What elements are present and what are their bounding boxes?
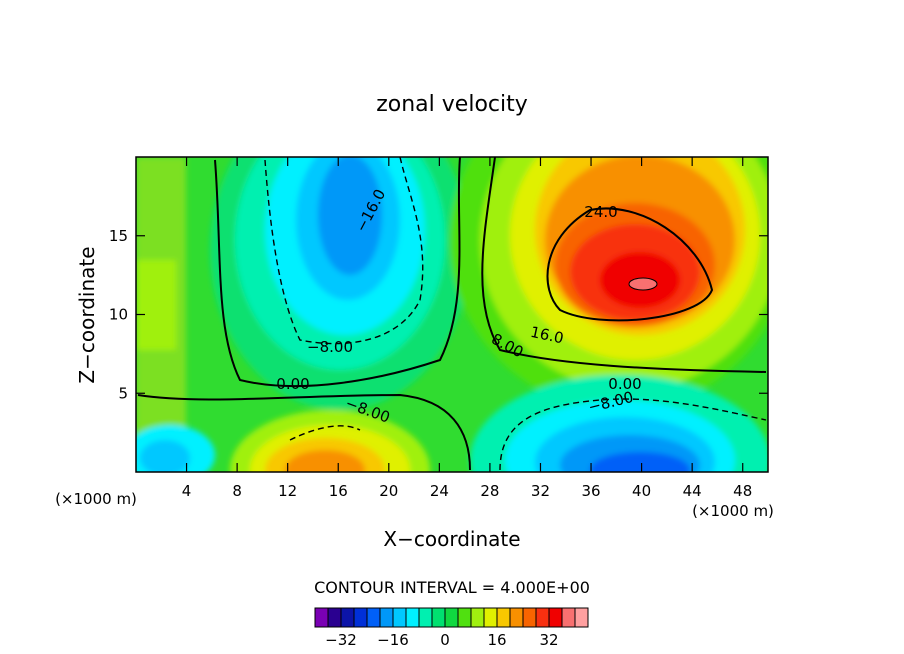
contour-label-0: 0.00: [276, 375, 309, 393]
colorbar: −32 −16 0 16 32: [314, 607, 589, 649]
colorbar-swatch: [366, 607, 381, 628]
colorbar-tick-label: −32: [325, 631, 357, 649]
colorbar-swatch: [457, 607, 472, 628]
contour-label-neg8: −8.00: [307, 338, 353, 356]
colorbar-swatch: [496, 607, 511, 628]
x-tick-label: 48: [733, 482, 752, 500]
y-tick-label: 5: [118, 384, 128, 402]
colorbar-swatch: [444, 607, 459, 628]
colorbar-swatch: [574, 607, 589, 628]
colorbar-swatch: [392, 607, 407, 628]
colorbar-swatch: [431, 607, 446, 628]
x-axis: 4 8 12 16 20 24 28 32 36 40 44 48: [182, 157, 752, 500]
colorbar-swatch: [535, 607, 550, 628]
x-tick-label: 28: [480, 482, 499, 500]
x-tick-label: 24: [430, 482, 449, 500]
y-axis: 5 10 15: [109, 227, 768, 402]
colorbar-swatch: [470, 607, 485, 628]
colorbar-swatch: [548, 607, 563, 628]
x-tick-label: 12: [278, 482, 297, 500]
colorbar-swatch: [561, 607, 576, 628]
colorbar-tick-label: 32: [539, 631, 558, 649]
x-tick-label: 40: [632, 482, 651, 500]
contour-field: [136, 157, 768, 472]
x-tick-label: 4: [182, 482, 192, 500]
colorbar-swatch: [522, 607, 537, 628]
x-tick-label: 32: [531, 482, 550, 500]
colorbar-swatch: [379, 607, 394, 628]
x-tick-label: 44: [683, 482, 702, 500]
x-axis-label: X−coordinate: [383, 527, 520, 551]
colorbar-swatch: [340, 607, 355, 628]
x-tick-label: 16: [329, 482, 348, 500]
colorbar-swatch: [405, 607, 420, 628]
colorbar-swatch: [353, 607, 368, 628]
colorbar-swatch: [314, 607, 329, 628]
y-tick-label: 15: [109, 227, 128, 245]
x-tick-label: 36: [581, 482, 600, 500]
contour-label-0b: 0.00: [608, 375, 641, 393]
colorbar-swatch: [327, 607, 342, 628]
contour-interval-text: CONTOUR INTERVAL = 4.000E+00: [314, 578, 590, 597]
contour-label-24: 24.0: [584, 203, 617, 221]
colorbar-tick-label: 16: [487, 631, 506, 649]
x-unit-right: (×1000 m): [692, 502, 774, 520]
colorbar-swatch: [509, 607, 524, 628]
colorbar-tick-label: 0: [440, 631, 450, 649]
colorbar-swatch: [483, 607, 498, 628]
colorbar-tick-label: −16: [377, 631, 409, 649]
y-tick-label: 10: [109, 306, 128, 324]
x-tick-label: 20: [379, 482, 398, 500]
x-unit-left: (×1000 m): [55, 490, 137, 508]
x-tick-label: 8: [232, 482, 242, 500]
y-axis-label: Z−coordinate: [75, 246, 99, 383]
colorbar-swatch: [418, 607, 433, 628]
chart-title: zonal velocity: [376, 92, 528, 117]
